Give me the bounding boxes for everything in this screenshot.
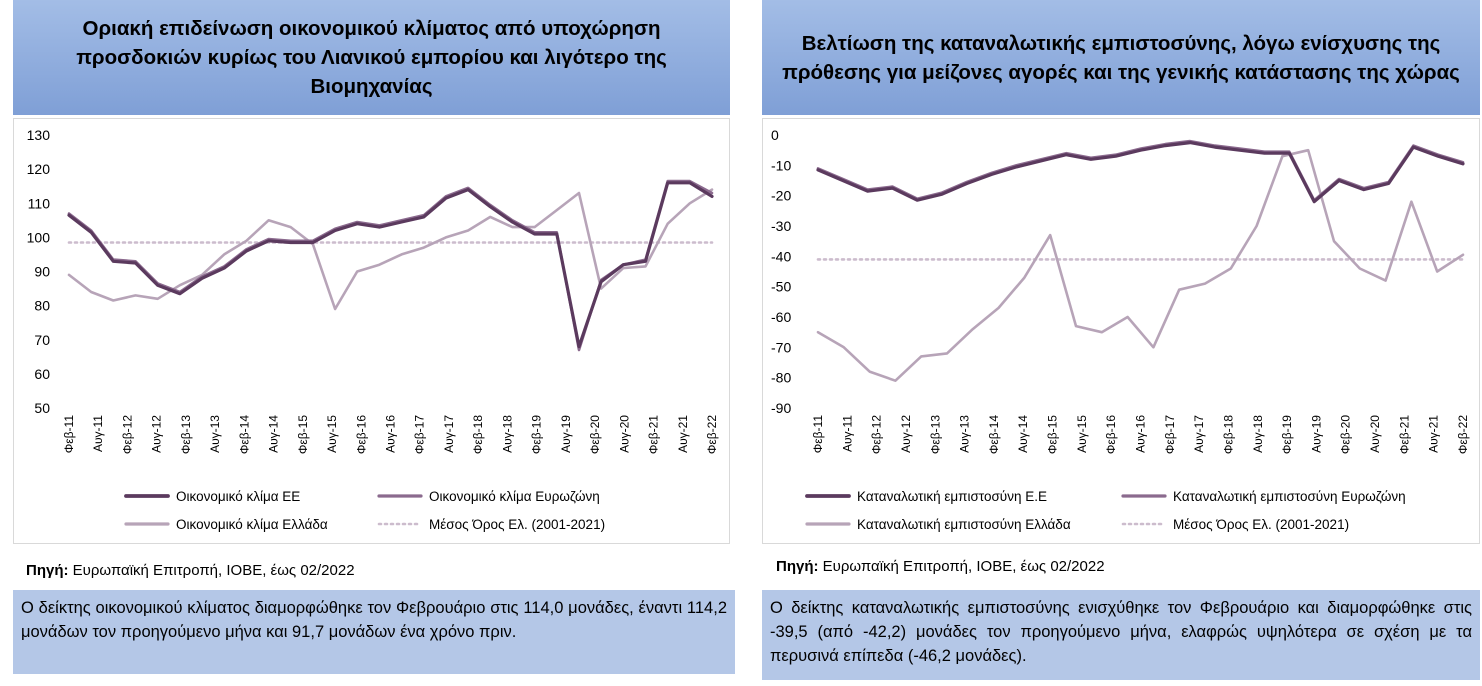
left-chart-frame: 130 120 110 100 90 80 70 60 50 Φεβ-11 Αυγ-11 Φεβ-12…	[13, 118, 730, 544]
x-tick-label: Φεβ-18	[471, 415, 485, 454]
series-line-2	[816, 148, 1465, 383]
legend-label: Οικονομικό κλίμα ΕΕ	[176, 489, 300, 504]
series-line-0	[816, 141, 1465, 204]
legend-label: Οικονομικό κλίμα Ελλάδα	[176, 517, 328, 532]
series-line-0	[67, 181, 714, 349]
x-tick-label: Αυγ-12	[150, 415, 164, 453]
x-tick-label: Φεβ-14	[987, 415, 1001, 454]
x-tick-label: Αυγ-16	[1134, 415, 1148, 453]
x-tick-label: Φεβ-19	[1280, 415, 1294, 454]
y-tick-label: 130	[27, 127, 51, 143]
x-tick-label: Αυγ-14	[1016, 415, 1030, 453]
y-tick-label: -30	[771, 218, 791, 234]
x-tick-label: Αυγ-17	[1192, 415, 1206, 453]
x-tick-label: Φεβ-13	[928, 415, 942, 454]
right-chart-title: Βελτίωση της καταναλωτικής εμπιστοσύνης,…	[762, 0, 1480, 115]
left-title-text: Οριακή επιδείνωση οικονομικού κλίματος α…	[76, 17, 667, 98]
right-source-text: Ευρωπαϊκή Επιτροπή, ΙΟΒΕ, έως 02/2022	[818, 558, 1105, 575]
x-tick-label: Φεβ-13	[179, 415, 193, 454]
x-tick-label: Αυγ-11	[91, 415, 105, 452]
x-tick-label: Φεβ-12	[120, 415, 134, 454]
x-tick-label: Αυγ-11	[840, 415, 854, 452]
x-tick-label: Αυγ-15	[1075, 415, 1089, 453]
x-tick-label: Φεβ-20	[588, 415, 602, 454]
y-tick-label: -70	[771, 339, 791, 355]
x-tick-label: Αυγ-14	[267, 415, 281, 453]
x-tick-label: Αυγ-13	[208, 415, 222, 453]
legend-label: Καταναλωτική εμπιστοσύνη Ελλάδα	[857, 517, 1071, 532]
right-source: Πηγή: Ευρωπαϊκή Επιτροπή, ΙΟΒΕ, έως 02/2…	[776, 558, 1105, 575]
y-tick-label: 50	[34, 400, 50, 416]
x-tick-label: Αυγ-12	[899, 415, 913, 453]
y-tick-label: 80	[34, 298, 50, 314]
legend-label: Μέσος Όρος Ελ. (2001-2021)	[1173, 517, 1349, 532]
y-tick-label: -10	[771, 157, 791, 173]
x-tick-label: Φεβ-20	[1339, 415, 1353, 454]
right-chart: 0 -10 -20 -30 -40 -50 -60 -70 -80 -90 Φεβ-11 Αυγ-11…	[771, 127, 1470, 532]
series-line-2	[67, 188, 714, 311]
y-tick-label: -20	[771, 188, 791, 204]
legend-label: Καταναλωτική εμπιστοσύνη Ε.Ε	[857, 489, 1047, 504]
x-tick-label: Φεβ-17	[1163, 415, 1177, 454]
x-tick-label: Φεβ-15	[296, 415, 310, 454]
x-tick-label: Φεβ-16	[1104, 415, 1118, 454]
series-line-1	[67, 179, 714, 352]
y-tick-label: -50	[771, 279, 791, 295]
x-tick-label: Φεβ-11	[811, 415, 825, 454]
y-tick-label: 0	[771, 127, 779, 143]
left-source-label: Πηγή:	[26, 562, 69, 579]
left-summary-text: Ο δείκτης οικονομικού κλίματος διαμορφώθ…	[21, 599, 727, 641]
x-tick-label: Αυγ-21	[1427, 415, 1441, 453]
x-tick-label: Φεβ-12	[870, 415, 884, 454]
y-tick-label: -40	[771, 248, 791, 264]
y-tick-label: -80	[771, 370, 791, 386]
y-tick-label: 120	[27, 161, 51, 177]
y-tick-label: 70	[34, 332, 50, 348]
y-tick-label: 110	[28, 195, 51, 211]
x-tick-label: Αυγ-15	[325, 415, 339, 453]
x-tick-label: Αυγ-19	[1309, 415, 1323, 453]
left-chart: 130 120 110 100 90 80 70 60 50 Φεβ-11 Αυγ-11 Φεβ-12…	[27, 127, 719, 532]
x-tick-label: Φεβ-11	[62, 415, 76, 454]
right-summary-text: Ο δείκτης καταναλωτικής εμπιστοσύνης ενι…	[770, 599, 1472, 665]
x-tick-label: Αυγ-13	[958, 415, 972, 453]
x-tick-label: Φεβ-21	[1397, 415, 1411, 454]
left-chart-title: Οριακή επιδείνωση οικονομικού κλίματος α…	[13, 0, 730, 115]
x-tick-label: Φεβ-22	[1456, 415, 1470, 454]
y-tick-label: -90	[771, 400, 791, 416]
x-tick-label: Αυγ-16	[384, 415, 398, 453]
left-source-text: Ευρωπαϊκή Επιτροπή, ΙΟΒΕ, έως 02/2022	[68, 562, 355, 579]
right-summary-box: Ο δείκτης καταναλωτικής εμπιστοσύνης ενι…	[762, 590, 1480, 680]
x-tick-label: Φεβ-21	[647, 415, 661, 454]
left-summary-box: Ο δείκτης οικονομικού κλίματος διαμορφώθ…	[13, 590, 735, 674]
x-tick-label: Αυγ-20	[1368, 415, 1382, 453]
legend-label: Καταναλωτική εμπιστοσύνη Ευρωζώνη	[1173, 489, 1406, 504]
right-title-text: Βελτίωση της καταναλωτικής εμπιστοσύνης,…	[782, 31, 1460, 84]
y-tick-label: 60	[34, 366, 50, 382]
x-tick-label: Αυγ-18	[500, 415, 514, 453]
x-tick-label: Φεβ-15	[1046, 415, 1060, 454]
x-tick-label: Φεβ-17	[413, 415, 427, 454]
legend-label: Μέσος Όρος Ελ. (2001-2021)	[429, 517, 605, 532]
right-source-label: Πηγή:	[776, 558, 819, 575]
x-tick-label: Φεβ-16	[354, 415, 368, 454]
left-source: Πηγή: Ευρωπαϊκή Επιτροπή, ΙΟΒΕ, έως 02/2…	[26, 562, 355, 579]
y-tick-label: 100	[27, 229, 51, 245]
legend-label: Οικονομικό κλίμα Ευρωζώνη	[429, 489, 600, 504]
x-tick-label: Φεβ-18	[1221, 415, 1235, 454]
x-tick-label: Αυγ-18	[1251, 415, 1265, 453]
y-tick-label: -60	[771, 309, 791, 325]
x-tick-label: Φεβ-19	[530, 415, 544, 454]
x-tick-label: Αυγ-17	[442, 415, 456, 453]
x-tick-label: Φεβ-14	[237, 415, 251, 454]
right-chart-frame: 0 -10 -20 -30 -40 -50 -60 -70 -80 -90 Φεβ-11 Αυγ-11…	[762, 118, 1480, 544]
x-tick-label: Αυγ-20	[617, 415, 631, 453]
x-tick-label: Αυγ-21	[676, 415, 690, 453]
x-tick-label: Φεβ-22	[705, 415, 719, 454]
x-tick-label: Αυγ-19	[559, 415, 573, 453]
y-tick-label: 90	[34, 264, 50, 280]
